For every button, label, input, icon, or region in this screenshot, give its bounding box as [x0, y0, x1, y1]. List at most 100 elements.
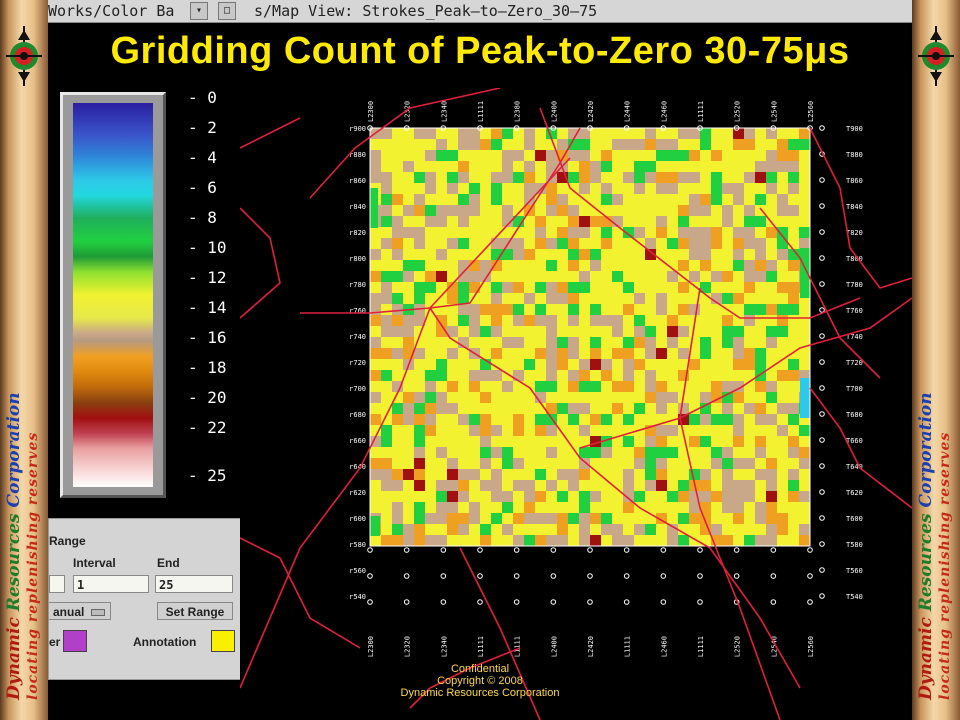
heatmap-cell [513, 370, 524, 381]
heatmap-cell [722, 205, 733, 216]
heatmap-cell [755, 337, 766, 348]
heatmap-cell [447, 128, 458, 139]
end-field[interactable]: 25 [155, 575, 233, 593]
heatmap-cell [535, 381, 546, 392]
map-view[interactable]: L2300 L2320 L2340 L1111 L2380 L2400 L2420 L2440… [240, 88, 912, 720]
heatmap-cell [733, 414, 744, 425]
heatmap-cell [612, 480, 623, 491]
heatmap-cell [414, 513, 425, 524]
set-range-button[interactable]: Set Range [157, 602, 233, 620]
axis-tick-label: r540 [349, 593, 366, 601]
heatmap-cell [447, 469, 458, 480]
heatmap-cell [469, 502, 480, 513]
heatmap-cell [568, 359, 579, 370]
heatmap-cell [733, 249, 744, 260]
axis-tick-label: T580 [846, 541, 863, 549]
heatmap-cell [480, 161, 491, 172]
heatmap-cell [700, 392, 711, 403]
heatmap-cell [579, 172, 590, 183]
heatmap-cell [414, 447, 425, 458]
heatmap-cell [491, 458, 502, 469]
heatmap-cell [392, 425, 403, 436]
heatmap-cell [568, 205, 579, 216]
heatmap-cell [557, 359, 568, 370]
colorbar-window-title[interactable]: Works/Color Ba [48, 2, 175, 20]
heatmap-cell [557, 205, 568, 216]
heatmap-cell [689, 392, 700, 403]
heatmap-cell [711, 194, 722, 205]
heatmap-cell [425, 403, 436, 414]
heatmap-cell [634, 150, 645, 161]
heatmap-cell [524, 304, 535, 315]
grid-node-marker [550, 547, 557, 553]
heatmap-cell [414, 502, 425, 513]
axis-tick-label: T700 [846, 385, 863, 393]
heatmap-cell [513, 535, 524, 546]
heatmap-cell [722, 535, 733, 546]
heatmap-cell [480, 205, 491, 216]
heatmap-cell [502, 359, 513, 370]
heatmap-cell [403, 227, 414, 238]
heatmap-cell [733, 238, 744, 249]
heatmap-cell [645, 458, 656, 469]
window-menu-button[interactable]: ▾ [190, 2, 208, 20]
window-maximize-button[interactable]: □ [218, 2, 236, 20]
heatmap-cell [623, 337, 634, 348]
heatmap-cell [381, 436, 392, 447]
heatmap-cell [755, 216, 766, 227]
heatmap-cell [491, 304, 502, 315]
colorbar-tick-label: - 0 [188, 88, 217, 107]
heatmap-cell [777, 183, 788, 194]
grid-node-marker [807, 547, 813, 553]
start-field[interactable] [49, 575, 65, 593]
heatmap-cell [733, 425, 744, 436]
heatmap-cell [711, 403, 722, 414]
heatmap-cell [370, 282, 381, 293]
heatmap-cell [370, 161, 381, 172]
heatmap-cell [667, 348, 678, 359]
heatmap-cell [689, 260, 700, 271]
heatmap-cell [447, 227, 458, 238]
brand-word-corporation: Corporation [4, 392, 24, 508]
heatmap-cell [623, 480, 634, 491]
mode-dropdown[interactable]: anual [49, 602, 111, 620]
heatmap-cell [579, 392, 590, 403]
grid-node-marker [477, 547, 483, 553]
heatmap-cell [590, 216, 601, 227]
heatmap-cell [568, 271, 579, 282]
heatmap-cell [678, 216, 689, 227]
interval-field[interactable]: 1 [73, 575, 149, 593]
heatmap-cell [601, 172, 612, 183]
grid-node-marker [733, 573, 740, 579]
heatmap-cell [678, 370, 689, 381]
heatmap-cell [678, 260, 689, 271]
heatmap-cell [513, 447, 524, 458]
heatmap-cell [645, 392, 656, 403]
heatmap-cell [436, 348, 447, 359]
axis-tick-label: T680 [846, 411, 863, 419]
heatmap-cell [447, 392, 458, 403]
heatmap-cell [524, 502, 535, 513]
color-swatch-button[interactable] [63, 630, 87, 652]
axis-tick-label: T880 [846, 151, 863, 159]
heatmap-cell [678, 535, 689, 546]
heatmap-cell [755, 436, 766, 447]
heatmap-cell [502, 348, 513, 359]
heatmap-cell [656, 128, 667, 139]
heatmap-cell [667, 370, 678, 381]
annotation-swatch-button[interactable] [211, 630, 235, 652]
heatmap-cell [711, 535, 722, 546]
heatmap-cell [700, 194, 711, 205]
heatmap-cell [447, 183, 458, 194]
heatmap-cell [766, 436, 777, 447]
heatmap-cell [744, 271, 755, 282]
axis-tick-label: T820 [846, 229, 863, 237]
heatmap-cell [458, 447, 469, 458]
heatmap-cell [513, 293, 524, 304]
heatmap-cell [612, 161, 623, 172]
heatmap-cell [656, 293, 667, 304]
map-window-title[interactable]: s/Map View: Strokes_Peak–to–Zero_30–75 [254, 2, 598, 20]
axis-tick-label: T620 [846, 489, 863, 497]
heatmap-cell [766, 502, 777, 513]
copyright-label: Copyright © 2008 [437, 675, 523, 687]
